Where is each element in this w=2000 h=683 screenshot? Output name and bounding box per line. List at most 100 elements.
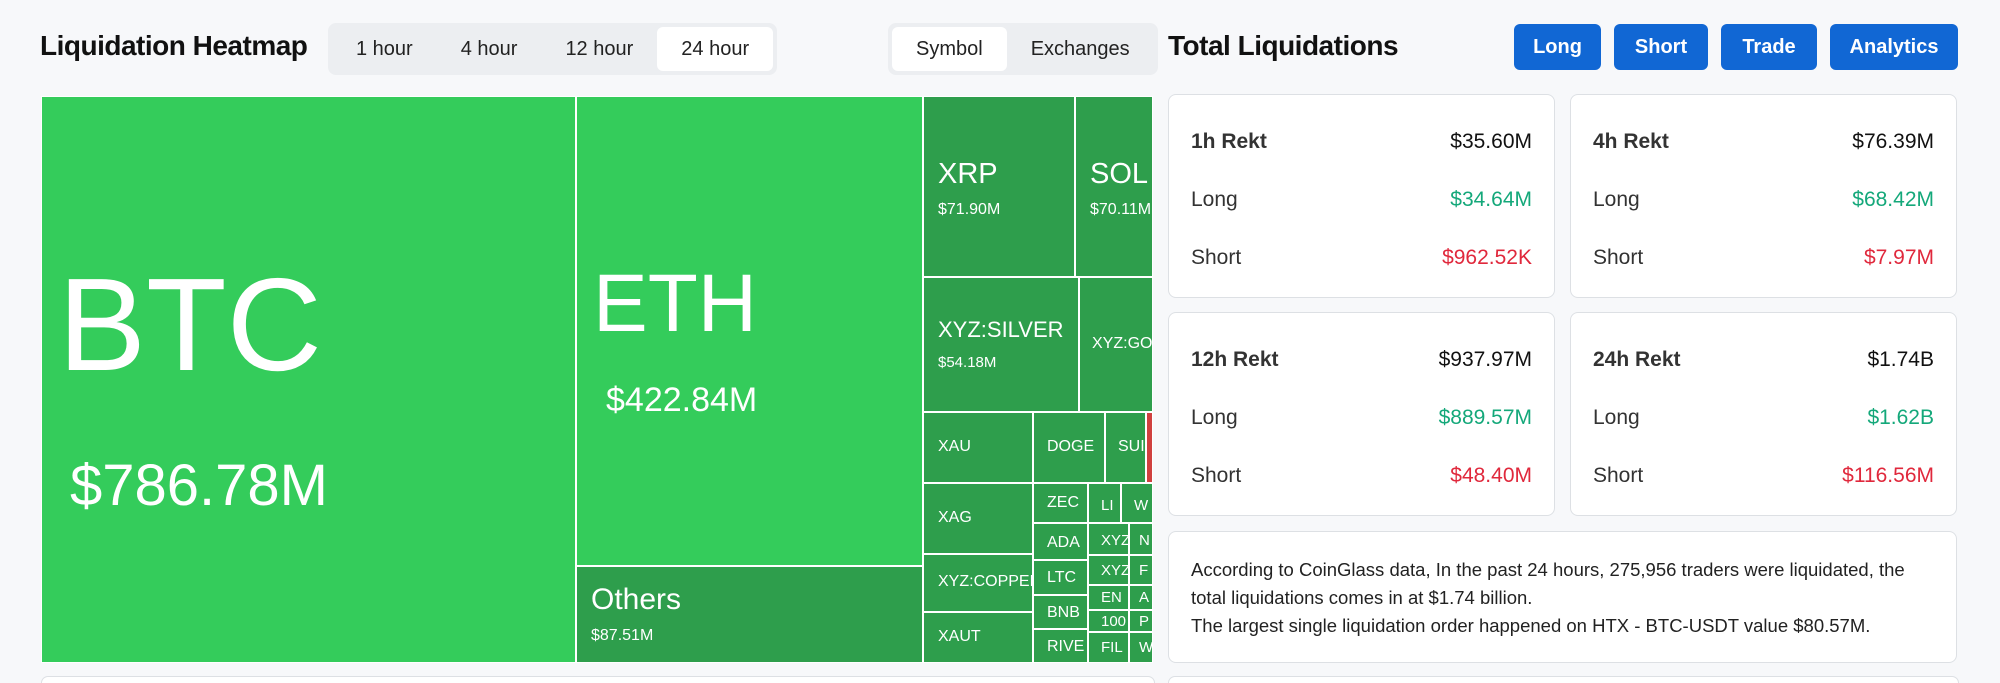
time-option-12h[interactable]: 12 hour: [565, 38, 634, 60]
tile-f[interactable]: F: [1129, 555, 1153, 585]
tile-sol[interactable]: SOL $70.11M: [1075, 96, 1153, 277]
tile-symbol: SOL: [1090, 158, 1149, 190]
tile-symbol: Others: [591, 583, 682, 616]
tile-xyz-copper[interactable]: XYZ:COPPER: [923, 554, 1033, 612]
tile-li[interactable]: LI: [1088, 483, 1121, 523]
tile-fil[interactable]: FIL: [1088, 632, 1129, 663]
tile-value: $87.51M: [591, 627, 654, 644]
tile-value: $786.78M: [70, 453, 328, 518]
time-option-1h[interactable]: 1 hour: [356, 38, 413, 60]
tile-symbol: RIVE: [1047, 638, 1085, 655]
rekt-card-4h: 4h Rekt $76.39M Long $68.42M Short $7.97…: [1570, 94, 1957, 298]
short-value: $48.40M: [1450, 464, 1532, 487]
tile-value: $70.11M: [1090, 201, 1152, 218]
card-total-row: 12h Rekt $937.97M: [1191, 345, 1532, 375]
tile-xyz-a[interactable]: XYZ: [1088, 523, 1129, 555]
tile-xrp[interactable]: XRP $71.90M: [923, 96, 1075, 277]
short-label: Short: [1593, 464, 1644, 487]
tile-value: $54.18M: [938, 354, 997, 371]
long-value: $1.62B: [1867, 406, 1934, 429]
tile-symbol: XYZ:GO: [1092, 335, 1153, 352]
analytics-button[interactable]: Analytics: [1830, 24, 1958, 70]
card-total-value: $35.60M: [1450, 130, 1532, 153]
group-mode-selector: Symbol Exchanges: [888, 23, 1158, 75]
rekt-card-24h: 24h Rekt $1.74B Long $1.62B Short $116.5…: [1570, 312, 1957, 516]
short-button[interactable]: Short: [1614, 24, 1708, 70]
tile-xyz-gold[interactable]: XYZ:GO: [1079, 277, 1153, 412]
tile-xag[interactable]: XAG: [923, 483, 1033, 554]
tile-doge[interactable]: DOGE: [1033, 412, 1105, 483]
mode-option-symbol[interactable]: Symbol: [892, 27, 1007, 71]
heatmap-title: Liquidation Heatmap: [40, 30, 308, 61]
time-option-24h[interactable]: 24 hour: [657, 27, 774, 71]
short-value: $7.97M: [1863, 246, 1934, 269]
tile-symbol: LTC: [1047, 569, 1077, 586]
short-label: Short: [1593, 246, 1644, 269]
time-option-4h[interactable]: 4 hour: [460, 38, 518, 60]
tile-small-short[interactable]: [1146, 412, 1153, 483]
card-label: 24h Rekt: [1593, 348, 1681, 371]
tile-symbol: ETH: [593, 258, 757, 349]
tile-en[interactable]: EN: [1088, 585, 1129, 610]
liquidation-treemap: BTC $786.78M ETH $422.84M Others $87.51M…: [41, 96, 1153, 663]
long-label: Long: [1593, 406, 1640, 429]
tile-btc[interactable]: BTC $786.78M: [41, 96, 576, 663]
tile-xau[interactable]: XAU: [923, 412, 1033, 483]
tile-symbol: SUI: [1118, 438, 1145, 455]
short-value: $962.52K: [1442, 246, 1532, 269]
card-total-row: 24h Rekt $1.74B: [1593, 345, 1934, 375]
tile-w-b[interactable]: W: [1129, 632, 1153, 663]
tile-value: $422.84M: [606, 381, 758, 419]
long-value: $68.42M: [1852, 188, 1934, 211]
tile-others[interactable]: Others $87.51M: [576, 566, 923, 663]
tile-n[interactable]: N: [1129, 523, 1153, 555]
card-short-row: Short $7.97M: [1593, 243, 1934, 273]
card-total-row: 4h Rekt $76.39M: [1593, 127, 1934, 157]
tile-bnb[interactable]: BNB: [1033, 595, 1088, 629]
card-total-value: $1.74B: [1867, 348, 1934, 371]
tile-a[interactable]: A: [1129, 585, 1153, 610]
short-label: Short: [1191, 246, 1242, 269]
tile-ltc[interactable]: LTC: [1033, 560, 1088, 595]
long-button[interactable]: Long: [1514, 24, 1601, 70]
card-label: 12h Rekt: [1191, 348, 1279, 371]
trade-button[interactable]: Trade: [1721, 24, 1817, 70]
tile-symbol: XYZ: [1101, 532, 1129, 549]
tile-xyz-b[interactable]: XYZ: [1088, 555, 1129, 585]
card-long-row: Long $34.64M: [1191, 185, 1532, 215]
tile-zec[interactable]: ZEC: [1033, 483, 1088, 523]
tile-ada[interactable]: ADA: [1033, 523, 1088, 560]
short-label: Short: [1191, 464, 1242, 487]
next-panel-right: [1168, 676, 1959, 683]
card-total-value: $76.39M: [1852, 130, 1934, 153]
tile-w[interactable]: W: [1121, 483, 1153, 523]
time-range-selector: 1 hour 4 hour 12 hour 24 hour: [328, 23, 778, 75]
mode-option-exchanges[interactable]: Exchanges: [1030, 38, 1130, 60]
card-long-row: Long $68.42M: [1593, 185, 1934, 215]
long-label: Long: [1593, 188, 1640, 211]
tile-rive[interactable]: RIVE: [1033, 629, 1088, 663]
tile-sui[interactable]: SUI: [1105, 412, 1146, 483]
card-short-row: Short $962.52K: [1191, 243, 1532, 273]
tile-xyz-silver[interactable]: XYZ:SILVER $54.18M: [923, 277, 1079, 412]
card-short-row: Short $116.56M: [1593, 461, 1934, 491]
tile-eth[interactable]: ETH $422.84M: [576, 96, 923, 566]
tile-symbol: N: [1139, 532, 1150, 549]
card-total-value: $937.97M: [1438, 348, 1532, 371]
tile-symbol: BTC: [58, 251, 322, 398]
tile-symbol: XRP: [938, 158, 998, 190]
tile-symbol: BNB: [1047, 604, 1080, 621]
card-long-row: Long $1.62B: [1593, 403, 1934, 433]
long-value: $34.64M: [1450, 188, 1532, 211]
tile-p[interactable]: P: [1129, 610, 1153, 632]
rekt-card-12h: 12h Rekt $937.97M Long $889.57M Short $4…: [1168, 312, 1555, 516]
tile-symbol: XYZ:COPPER: [938, 573, 1033, 590]
liquidation-summary: According to CoinGlass data, In the past…: [1168, 531, 1957, 663]
tile-symbol: W: [1139, 639, 1153, 656]
tile-xaut[interactable]: XAUT: [923, 612, 1033, 663]
tile-value: $71.90M: [938, 201, 1001, 218]
tile-symbol: ADA: [1047, 534, 1080, 551]
tile-symbol: F: [1139, 562, 1149, 579]
tile-100[interactable]: 100: [1088, 610, 1129, 632]
card-total-row: 1h Rekt $35.60M: [1191, 127, 1532, 157]
